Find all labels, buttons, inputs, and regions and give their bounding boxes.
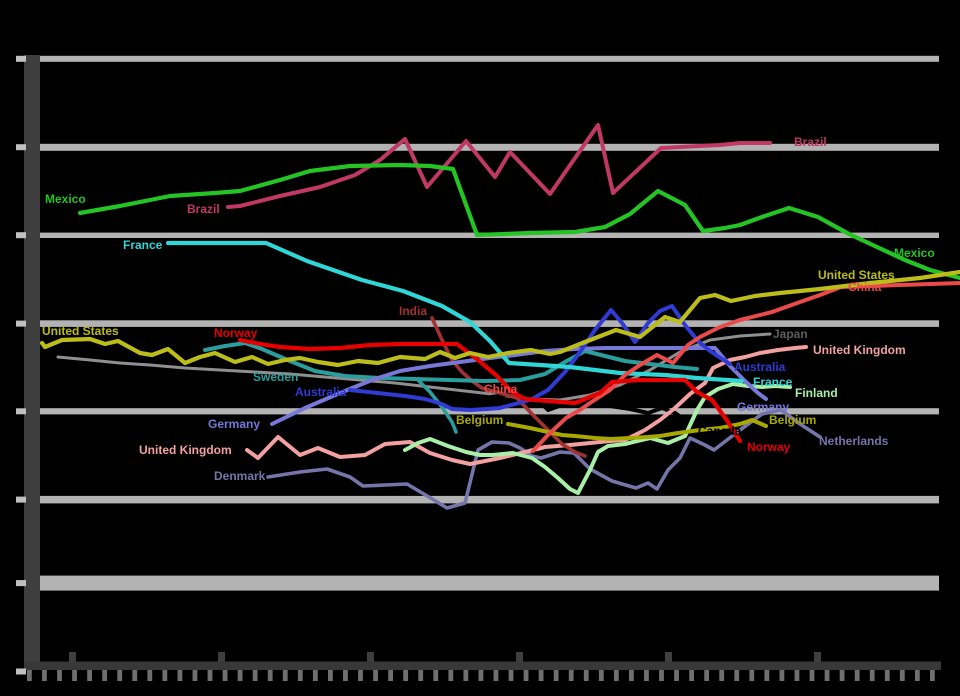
svg-text:Brazil: Brazil (794, 135, 827, 149)
svg-text:Canada: Canada (698, 424, 742, 438)
svg-text:United States: United States (42, 324, 119, 338)
svg-text:Germany: Germany (208, 417, 260, 431)
svg-text:United Kingdom: United Kingdom (139, 443, 232, 457)
svg-text:Mexico: Mexico (45, 192, 86, 206)
svg-text:Norway: Norway (214, 326, 258, 340)
svg-text:Netherlands: Netherlands (819, 434, 889, 448)
svg-text:France: France (753, 375, 793, 389)
svg-text:Denmark: Denmark (214, 469, 266, 483)
svg-text:Sweden: Sweden (253, 370, 298, 384)
svg-text:United Kingdom: United Kingdom (813, 343, 906, 357)
svg-text:China: China (484, 382, 518, 396)
svg-text:India: India (399, 304, 427, 318)
svg-text:United States: United States (818, 268, 895, 282)
svg-text:Australia: Australia (734, 360, 786, 374)
svg-text:Mexico: Mexico (894, 246, 935, 260)
svg-text:Norway: Norway (747, 440, 791, 454)
svg-text:China: China (848, 280, 882, 294)
svg-text:France: France (123, 238, 163, 252)
svg-text:Belgium: Belgium (769, 413, 816, 427)
svg-text:Australia: Australia (295, 385, 347, 399)
svg-text:Germany: Germany (737, 400, 789, 414)
svg-text:Japan: Japan (773, 327, 808, 341)
svg-text:Belgium: Belgium (456, 413, 503, 427)
svg-text:Finland: Finland (795, 386, 838, 400)
svg-text:Brazil: Brazil (187, 202, 220, 216)
